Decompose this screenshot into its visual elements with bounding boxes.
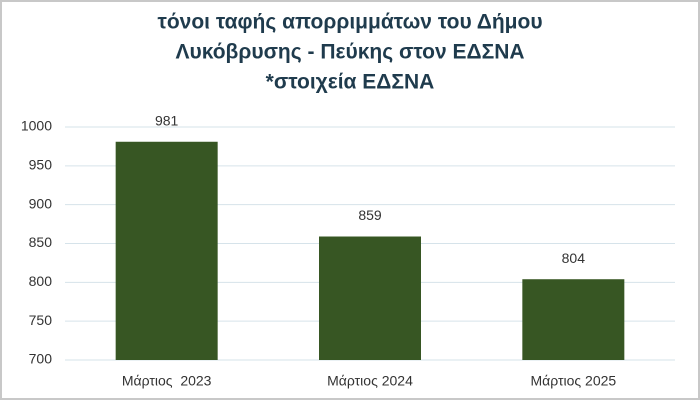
chart-title: τόνοι ταφής απορριμμάτων του Δήμου <box>157 11 542 34</box>
y-tick-label: 800 <box>29 273 53 289</box>
bar <box>115 141 218 360</box>
y-tick-label: 950 <box>29 157 53 173</box>
y-tick-label: 750 <box>29 312 53 328</box>
chart-title: Λυκόβρυσης - Πεύκης στον ΕΔΣΝΑ <box>175 41 524 64</box>
data-label: 981 <box>155 112 179 128</box>
y-tick-label: 1000 <box>21 118 52 134</box>
x-tick-label: Μάρτιος 2024 <box>327 373 413 389</box>
bar <box>522 279 625 360</box>
data-label: 859 <box>358 207 382 223</box>
y-tick-label: 850 <box>29 234 53 250</box>
x-tick-label: Μάρτιος 2025 <box>530 373 616 389</box>
chart-title: *στοιχεία ΕΔΣΝΑ <box>266 71 435 94</box>
y-tick-label: 700 <box>29 351 53 367</box>
data-label: 804 <box>562 250 586 266</box>
bar <box>319 236 421 360</box>
x-tick-label: Μάρτιος 2023 <box>122 373 212 389</box>
y-tick-label: 900 <box>29 195 53 211</box>
